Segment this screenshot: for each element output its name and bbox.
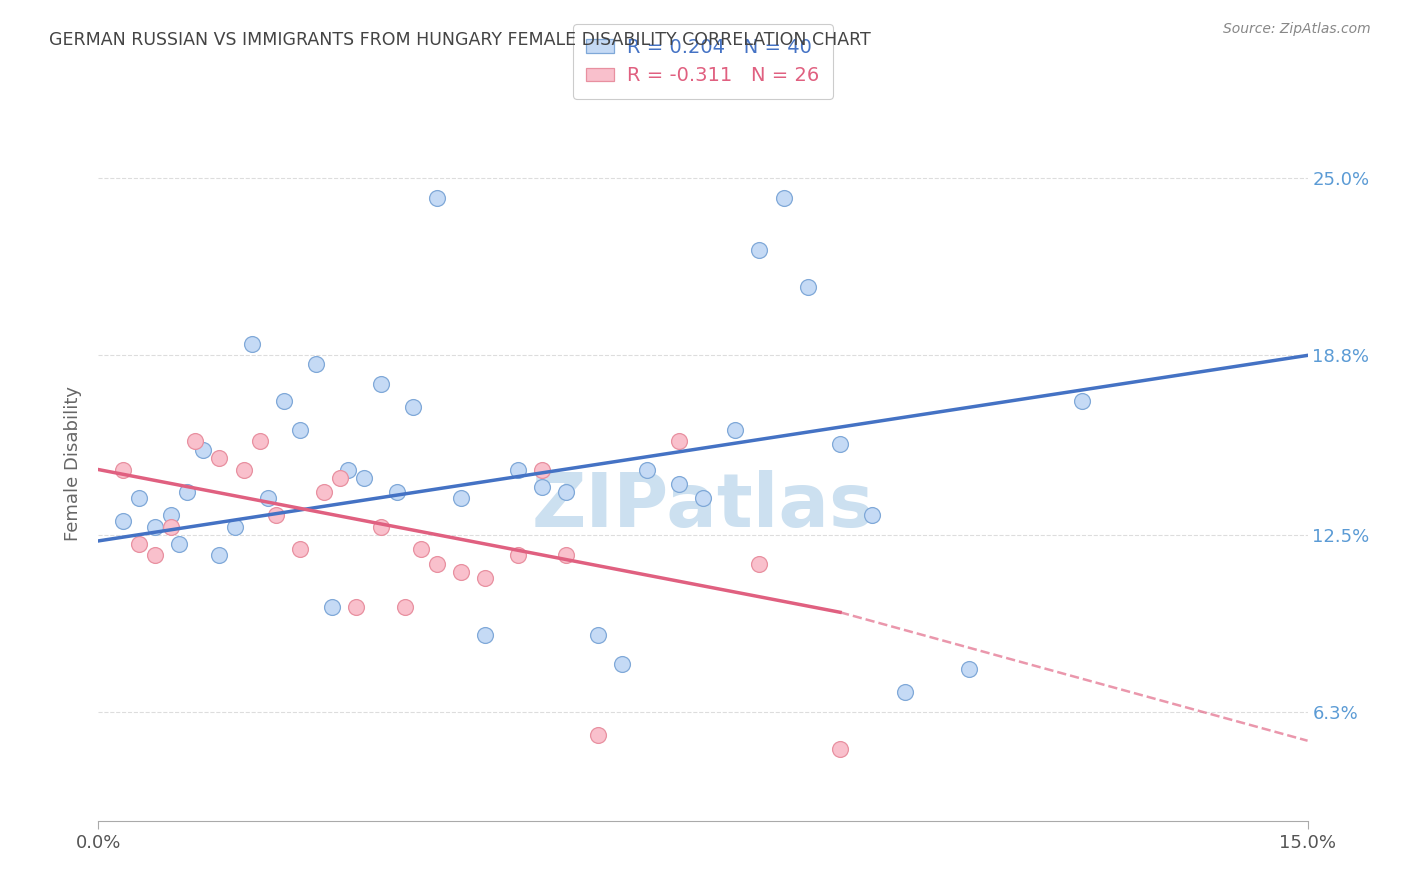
Point	[828, 437, 851, 451]
Point	[530, 462, 553, 476]
Point	[893, 685, 915, 699]
Point	[668, 434, 690, 448]
Point	[748, 557, 770, 571]
Point	[692, 491, 714, 505]
Point	[167, 537, 190, 551]
Point	[184, 434, 207, 448]
Point	[474, 628, 496, 642]
Point	[636, 462, 658, 476]
Point	[450, 491, 472, 505]
Point	[474, 571, 496, 585]
Point	[772, 191, 794, 205]
Point	[394, 599, 416, 614]
Point	[748, 243, 770, 257]
Point	[232, 462, 254, 476]
Point	[385, 485, 408, 500]
Point	[128, 491, 150, 505]
Text: Source: ZipAtlas.com: Source: ZipAtlas.com	[1223, 22, 1371, 37]
Point	[240, 337, 263, 351]
Point	[160, 519, 183, 533]
Point	[426, 557, 449, 571]
Point	[555, 548, 578, 562]
Point	[329, 471, 352, 485]
Point	[128, 537, 150, 551]
Point	[208, 451, 231, 466]
Point	[450, 566, 472, 580]
Point	[724, 423, 747, 437]
Point	[273, 394, 295, 409]
Point	[264, 508, 287, 523]
Point	[797, 280, 820, 294]
Point	[314, 485, 336, 500]
Point	[111, 514, 134, 528]
Point	[321, 599, 343, 614]
Point	[224, 519, 246, 533]
Y-axis label: Female Disability: Female Disability	[65, 386, 83, 541]
Legend: R = 0.204   N = 40, R = -0.311   N = 26: R = 0.204 N = 40, R = -0.311 N = 26	[572, 24, 834, 99]
Point	[860, 508, 883, 523]
Point	[143, 519, 166, 533]
Point	[530, 480, 553, 494]
Point	[555, 485, 578, 500]
Point	[305, 357, 328, 371]
Point	[402, 400, 425, 414]
Point	[409, 542, 432, 557]
Point	[111, 462, 134, 476]
Point	[353, 471, 375, 485]
Point	[288, 423, 311, 437]
Point	[612, 657, 634, 671]
Point	[586, 628, 609, 642]
Point	[370, 519, 392, 533]
Point	[249, 434, 271, 448]
Point	[143, 548, 166, 562]
Point	[668, 476, 690, 491]
Point	[288, 542, 311, 557]
Text: ZIPatlas: ZIPatlas	[531, 470, 875, 543]
Point	[828, 742, 851, 756]
Point	[370, 376, 392, 391]
Point	[426, 191, 449, 205]
Text: GERMAN RUSSIAN VS IMMIGRANTS FROM HUNGARY FEMALE DISABILITY CORRELATION CHART: GERMAN RUSSIAN VS IMMIGRANTS FROM HUNGAR…	[49, 31, 870, 49]
Point	[160, 508, 183, 523]
Point	[193, 442, 215, 457]
Point	[506, 548, 529, 562]
Point	[344, 599, 367, 614]
Point	[957, 662, 980, 676]
Point	[506, 462, 529, 476]
Point	[176, 485, 198, 500]
Point	[337, 462, 360, 476]
Point	[208, 548, 231, 562]
Point	[586, 728, 609, 742]
Point	[1070, 394, 1092, 409]
Point	[256, 491, 278, 505]
